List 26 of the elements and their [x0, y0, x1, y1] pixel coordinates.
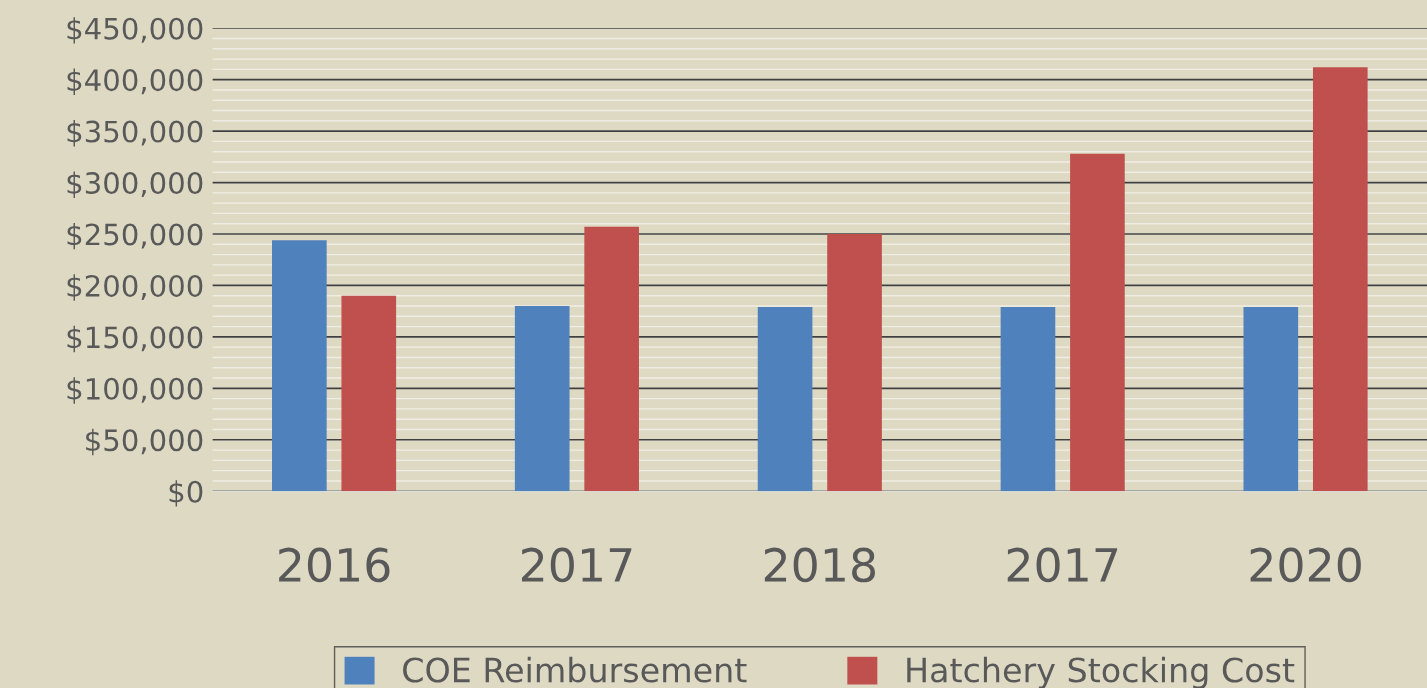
x-tick-label: 2018 — [764, 547, 875, 583]
y-tick-label: $150,000 — [67, 325, 203, 353]
y-tick-label: $400,000 — [67, 68, 203, 96]
bar — [757, 307, 813, 492]
y-tick-label: $450,000 — [67, 17, 203, 44]
bar — [514, 306, 570, 492]
y-tick-label: $0 — [169, 480, 203, 507]
y-tick-label: $350,000 — [67, 120, 203, 147]
x-tick-label: 2017 — [1007, 547, 1118, 583]
x-tick-label: 2017 — [521, 547, 632, 583]
y-tick-label: $250,000 — [67, 222, 203, 250]
legend-label: COE Reimbursement — [403, 656, 747, 683]
bar — [584, 226, 639, 492]
bar — [1070, 153, 1125, 492]
bar — [1312, 67, 1368, 492]
x-tick-label: 2016 — [279, 547, 390, 583]
bar — [1243, 307, 1299, 492]
bar — [272, 240, 327, 492]
y-tick-label: $300,000 — [67, 171, 203, 198]
x-tick-label: 2020 — [1250, 547, 1361, 583]
bar — [341, 295, 397, 492]
bar — [1000, 307, 1056, 492]
bar — [827, 234, 882, 492]
y-tick-label: $50,000 — [86, 428, 203, 456]
y-tick-label: $200,000 — [67, 274, 203, 301]
y-tick-label: $100,000 — [67, 377, 203, 404]
